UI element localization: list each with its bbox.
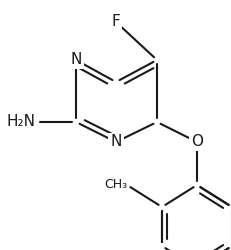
Text: N: N [70,52,81,68]
Text: CH₃: CH₃ [103,178,126,192]
Text: H₂N: H₂N [7,114,36,130]
Text: F: F [111,14,120,30]
Text: N: N [110,134,121,150]
Text: O: O [190,134,202,150]
